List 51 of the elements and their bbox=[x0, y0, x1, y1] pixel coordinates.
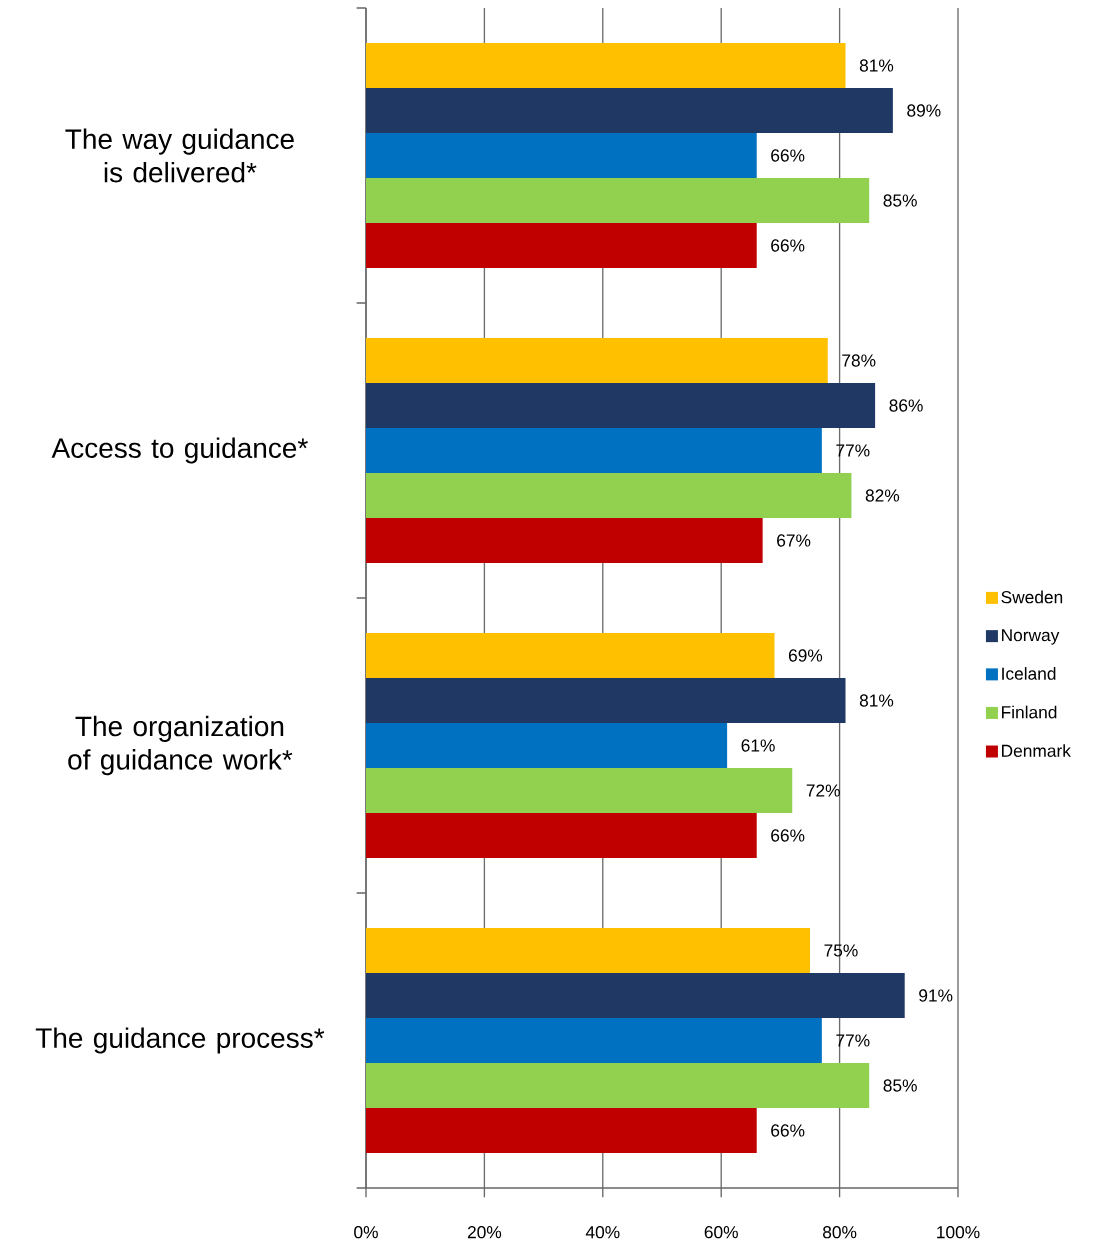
bar bbox=[366, 88, 893, 133]
y-tick-label: The organization of guidance work* bbox=[68, 715, 293, 776]
bar bbox=[366, 1108, 757, 1153]
data-label: 91% bbox=[919, 989, 953, 1002]
bar bbox=[366, 473, 852, 518]
bar bbox=[366, 383, 876, 428]
data-label: 66% bbox=[771, 1124, 805, 1137]
bar bbox=[366, 973, 905, 1018]
bar bbox=[366, 928, 810, 973]
data-label: 69% bbox=[788, 649, 823, 662]
y-tick-label: Access to guidance* bbox=[51, 437, 308, 464]
legend-label: Finland bbox=[1002, 705, 1057, 719]
data-label: 78% bbox=[842, 354, 876, 367]
bar bbox=[366, 722, 728, 768]
legend-label: Norway bbox=[1002, 629, 1060, 645]
data-label: 67% bbox=[777, 534, 811, 547]
data-label: 61% bbox=[741, 739, 775, 752]
x-tick-label: 60% bbox=[704, 1226, 738, 1239]
bar bbox=[366, 178, 870, 223]
bar bbox=[366, 633, 775, 678]
legend-label: Iceland bbox=[1002, 667, 1056, 680]
data-label: 81% bbox=[859, 694, 894, 707]
bar bbox=[366, 1017, 822, 1063]
y-tick-label: The guidance process* bbox=[35, 1027, 325, 1054]
bar bbox=[366, 427, 822, 473]
data-label: 85% bbox=[883, 194, 917, 207]
bar bbox=[366, 813, 757, 858]
bar bbox=[366, 678, 846, 723]
x-tick-label: 40% bbox=[585, 1226, 620, 1239]
bar bbox=[366, 43, 846, 88]
data-label: 81% bbox=[859, 59, 894, 72]
x-tick-label: 100% bbox=[937, 1226, 980, 1239]
x-tick-label: 80% bbox=[823, 1226, 857, 1239]
bar bbox=[366, 223, 757, 268]
bar bbox=[366, 338, 828, 383]
data-label: 66% bbox=[771, 149, 805, 162]
bar bbox=[366, 133, 757, 178]
legend-label: Sweden bbox=[1001, 590, 1063, 604]
x-tick-label: 20% bbox=[467, 1226, 502, 1239]
bar bbox=[366, 1062, 870, 1108]
bar bbox=[366, 767, 793, 813]
data-label: 85% bbox=[883, 1079, 917, 1092]
bar bbox=[366, 518, 763, 563]
data-label: 82% bbox=[865, 489, 900, 502]
y-tick-label: The way guidance is delivered* bbox=[65, 128, 294, 183]
data-label: 89% bbox=[907, 104, 941, 117]
x-tick-label: 0% bbox=[354, 1226, 378, 1239]
legend-label: Denmark bbox=[1002, 744, 1071, 757]
data-label: 86% bbox=[889, 399, 923, 412]
data-label: 66% bbox=[771, 239, 805, 252]
data-label: 66% bbox=[771, 829, 805, 842]
